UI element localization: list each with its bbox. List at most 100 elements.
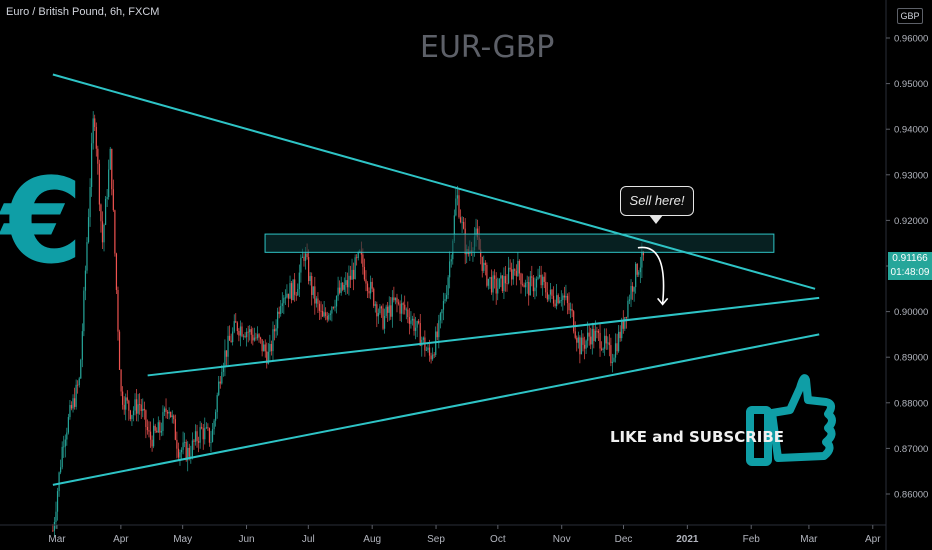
candle [308, 249, 310, 285]
candle [380, 305, 383, 318]
candle [573, 309, 575, 334]
candle [179, 449, 181, 466]
candle [264, 339, 266, 358]
like-subscribe-text: LIKE and SUBSCRIBE [610, 428, 785, 446]
current-price: 0.91166 [892, 253, 928, 265]
thumbs-up-icon [746, 374, 836, 466]
candle [397, 299, 400, 306]
candle [115, 252, 118, 295]
currency-badge[interactable]: GBP [897, 8, 923, 24]
candle [194, 424, 197, 446]
candle [118, 329, 121, 370]
candle [281, 292, 283, 314]
candle [387, 301, 389, 322]
trendline-lower-ascending [52, 333, 820, 486]
candle [337, 276, 339, 301]
candle [101, 211, 104, 250]
candle [148, 421, 150, 438]
candle [622, 310, 624, 334]
candle [162, 405, 164, 436]
candle [481, 256, 483, 278]
candle [80, 358, 82, 379]
candle [287, 293, 290, 308]
candle [250, 326, 252, 344]
candle [108, 159, 110, 200]
candle [528, 276, 530, 306]
candle [556, 284, 558, 310]
candle [252, 327, 254, 346]
candle [187, 441, 189, 472]
candle [153, 418, 155, 449]
candle [552, 286, 555, 307]
candle [557, 293, 559, 305]
candle [77, 380, 79, 394]
candle [390, 297, 392, 320]
candle [376, 301, 378, 328]
candle [439, 311, 441, 329]
candle [239, 320, 242, 347]
candle [425, 346, 428, 352]
candle [219, 376, 221, 389]
candle [157, 416, 159, 433]
candle [636, 263, 638, 278]
candle [504, 266, 507, 292]
candle [633, 286, 635, 302]
candle [613, 354, 615, 363]
candle [135, 389, 138, 422]
candle [202, 424, 204, 450]
candle [411, 315, 414, 326]
candle [284, 289, 286, 306]
candle [283, 295, 285, 315]
candle [562, 293, 564, 311]
bar-countdown: 01:48:09 [890, 267, 930, 279]
candle [625, 316, 627, 329]
candle [591, 322, 593, 355]
candle [269, 334, 271, 363]
trendlines [52, 73, 820, 486]
candle [318, 300, 321, 321]
candle [131, 414, 133, 426]
candle [222, 362, 224, 377]
candle [608, 334, 610, 357]
candle [560, 290, 562, 307]
candle [628, 294, 631, 305]
candle [122, 386, 124, 410]
candle [340, 276, 342, 296]
candle [382, 303, 384, 331]
candle [487, 278, 490, 290]
candle [455, 187, 457, 217]
candle [241, 322, 243, 338]
candle [249, 325, 251, 341]
trendline-upper-descending [52, 73, 816, 290]
candle [356, 254, 358, 266]
arrow-head [657, 297, 669, 306]
candle [128, 399, 130, 421]
candle [537, 268, 539, 281]
candle [503, 267, 505, 300]
candle [517, 251, 519, 277]
candle [515, 264, 517, 286]
candle [247, 325, 249, 343]
x-tick-label: Oct [490, 534, 506, 545]
candle [436, 323, 438, 341]
candle [75, 379, 77, 410]
candle [538, 266, 541, 279]
candle [66, 427, 68, 446]
candle [156, 427, 158, 433]
candle [422, 336, 424, 344]
candle [86, 237, 88, 274]
candle [616, 333, 618, 355]
candle [545, 272, 547, 299]
candle [117, 286, 119, 341]
candle [525, 279, 527, 297]
candle [506, 274, 508, 292]
projection-arrow [637, 246, 665, 304]
candle [371, 277, 373, 293]
candle [92, 111, 94, 150]
candle [163, 406, 166, 416]
candle [298, 264, 300, 298]
candle [129, 409, 131, 422]
candle [551, 288, 553, 299]
candle [208, 427, 211, 447]
